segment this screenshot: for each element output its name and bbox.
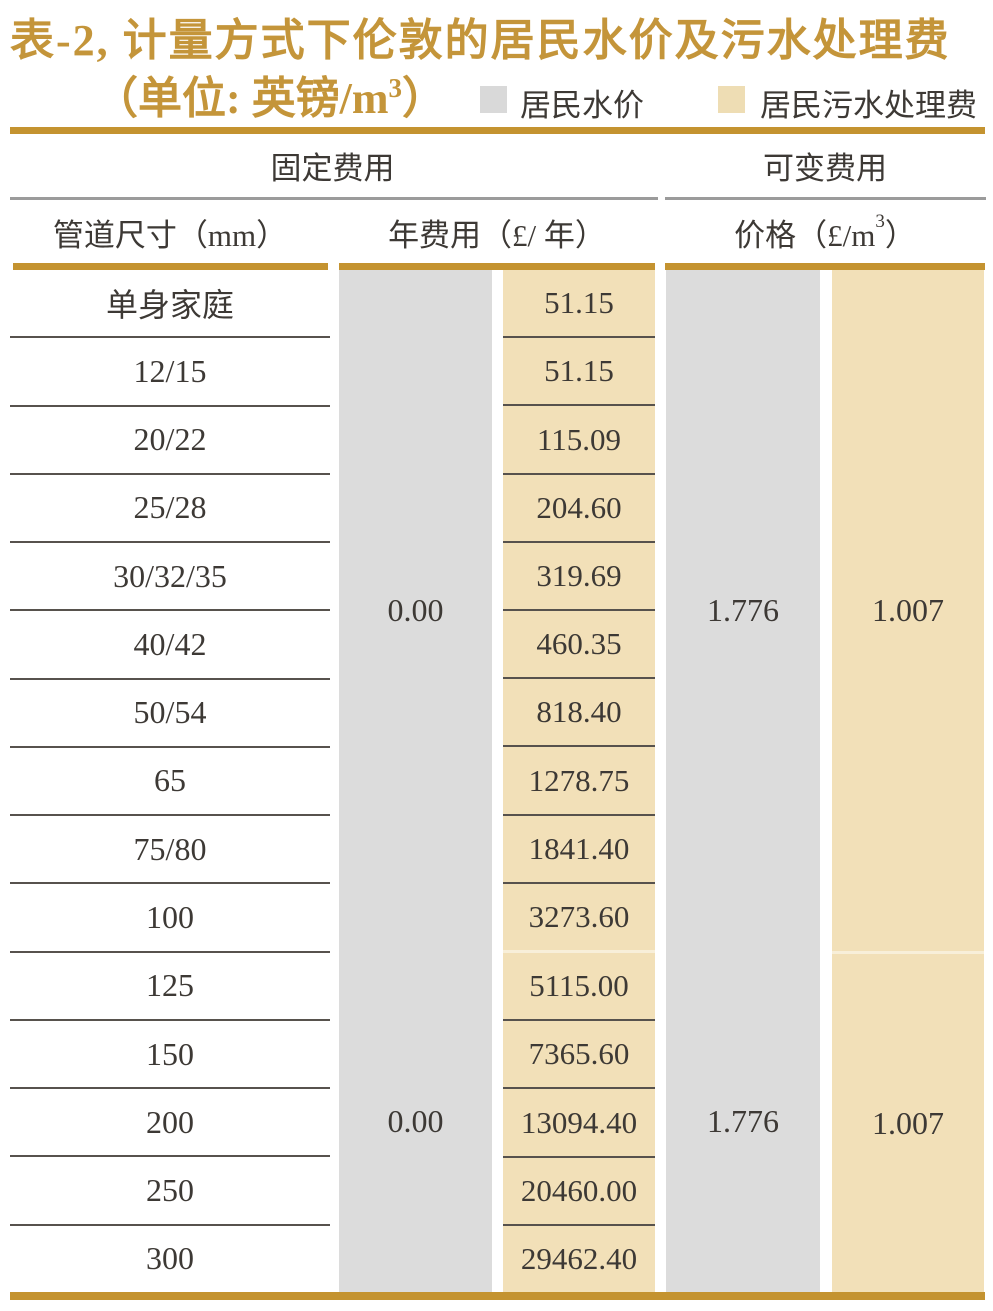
legend-swatch-water [480,86,507,113]
pipe-size-cell: 30/32/35 [10,541,330,609]
sewage-annual-cell: 51.15 [503,336,655,404]
pipe-size-cell: 100 [10,882,330,950]
header-pipe-size: 管道尺寸（mm） [52,217,288,253]
sewage-annual-cell: 1278.75 [503,745,655,813]
header-price-close: ） [884,217,916,253]
water-annual-group2: 0.00 [387,1103,444,1140]
sewage-price-group2: 1.007 [832,951,984,1292]
pipe-size-cell: 200 [10,1087,330,1155]
unit-close: ） [402,74,447,123]
legend-swatch-sewage [718,86,745,113]
figure-title: 表-2, 计量方式下伦敦的居民水价及污水处理费 [10,16,951,65]
pipe-size-cell: 150 [10,1018,330,1087]
divider-gold-top [10,127,985,134]
header-price-superscript: 3 [875,211,885,232]
water-price-group1: 1.776 [707,592,779,629]
divider-gold-col23 [339,263,655,270]
header-fixed-fees: 固定费用 [270,150,395,186]
sewage-annual-cell: 818.40 [503,677,655,745]
pipe-size-cell: 75/80 [10,814,330,882]
sewage-annual-cell: 319.69 [503,540,655,609]
pipe-size-cell: 250 [10,1155,330,1223]
sewage-annual-cell: 115.09 [503,404,655,472]
divider-gold-col45 [665,263,985,270]
pipe-size-cell: 25/28 [10,472,330,541]
water-annual-group1: 0.00 [387,592,444,629]
sewage-annual-cell: 13094.40 [503,1087,655,1155]
divider-thin-right [665,197,986,200]
sewage-annual-cell: 460.35 [503,609,655,677]
sewage-annual-cell: 29462.40 [503,1223,655,1292]
divider-thin-left [10,197,658,200]
pipe-size-cell: 12/15 [10,336,330,404]
header-price: 价格（£/m 3） [665,206,985,258]
sewage-annual-cell: 1841.40 [503,813,655,882]
sewage-price-group1: 1.007 [872,592,944,629]
pipe-size-cell: 20/22 [10,404,330,473]
divider-gold-col1 [13,263,328,270]
sewage-annual-band: 51.15 51.15 115.09 204.60 319.69 460.35 … [503,270,655,1292]
legend-label-water: 居民水价 [520,88,644,123]
pipe-size-cell: 65 [10,745,330,814]
header-variable-fees: 可变费用 [763,150,887,186]
sewage-annual-cell: 5115.00 [503,950,655,1019]
pipe-size-cell: 50/54 [10,677,330,746]
pipe-size-cell: 300 [10,1223,330,1292]
water-price-band: 1.776 1.776 [666,270,820,1292]
sewage-annual-cell: 204.60 [503,472,655,541]
water-annual-band: 0.00 0.00 [339,270,492,1292]
divider-gold-bottom [10,1292,985,1300]
water-price-group2: 1.776 [707,1103,779,1140]
header-price-text: 价格（£/m [734,217,876,253]
sewage-annual-cell: 3273.60 [503,881,655,950]
sewage-annual-cell: 20460.00 [503,1155,655,1224]
pipe-size-column: 单身家庭 12/15 20/22 25/28 30/32/35 40/42 50… [10,270,330,1292]
sewage-annual-cell: 51.15 [544,285,614,321]
sewage-price-band: 1.007 1.007 [832,270,984,1292]
figure-unit: （单位: 英镑/m3） [94,62,446,126]
header-annual-fee: 年费用（£/ 年） [388,217,606,253]
unit-text: （单位: 英镑/m [94,74,389,123]
pipe-size-cell: 单身家庭 [105,287,234,324]
pipe-size-cell: 125 [10,950,330,1019]
sewage-annual-cell: 7365.60 [503,1019,655,1087]
pipe-size-cell: 40/42 [10,609,330,677]
legend-label-sewage: 居民污水处理费 [760,88,977,123]
unit-superscript: 3 [388,73,403,103]
